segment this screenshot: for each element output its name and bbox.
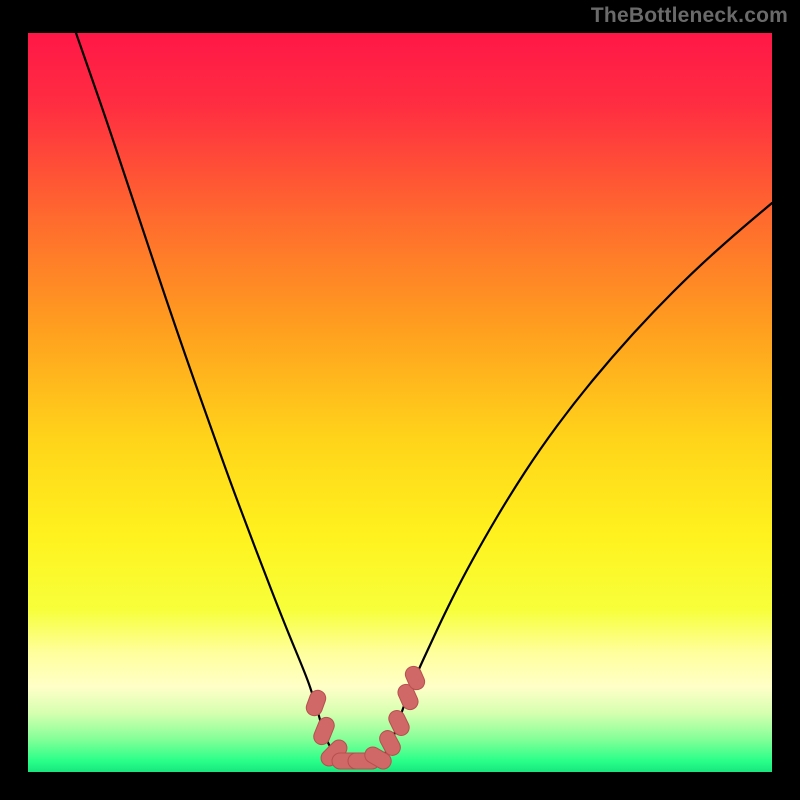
gradient-background xyxy=(28,33,772,772)
chart-frame: TheBottleneck.com xyxy=(0,0,800,800)
plot-area xyxy=(28,33,772,772)
bottleneck-curve-chart xyxy=(28,33,772,772)
watermark-text: TheBottleneck.com xyxy=(591,4,788,28)
